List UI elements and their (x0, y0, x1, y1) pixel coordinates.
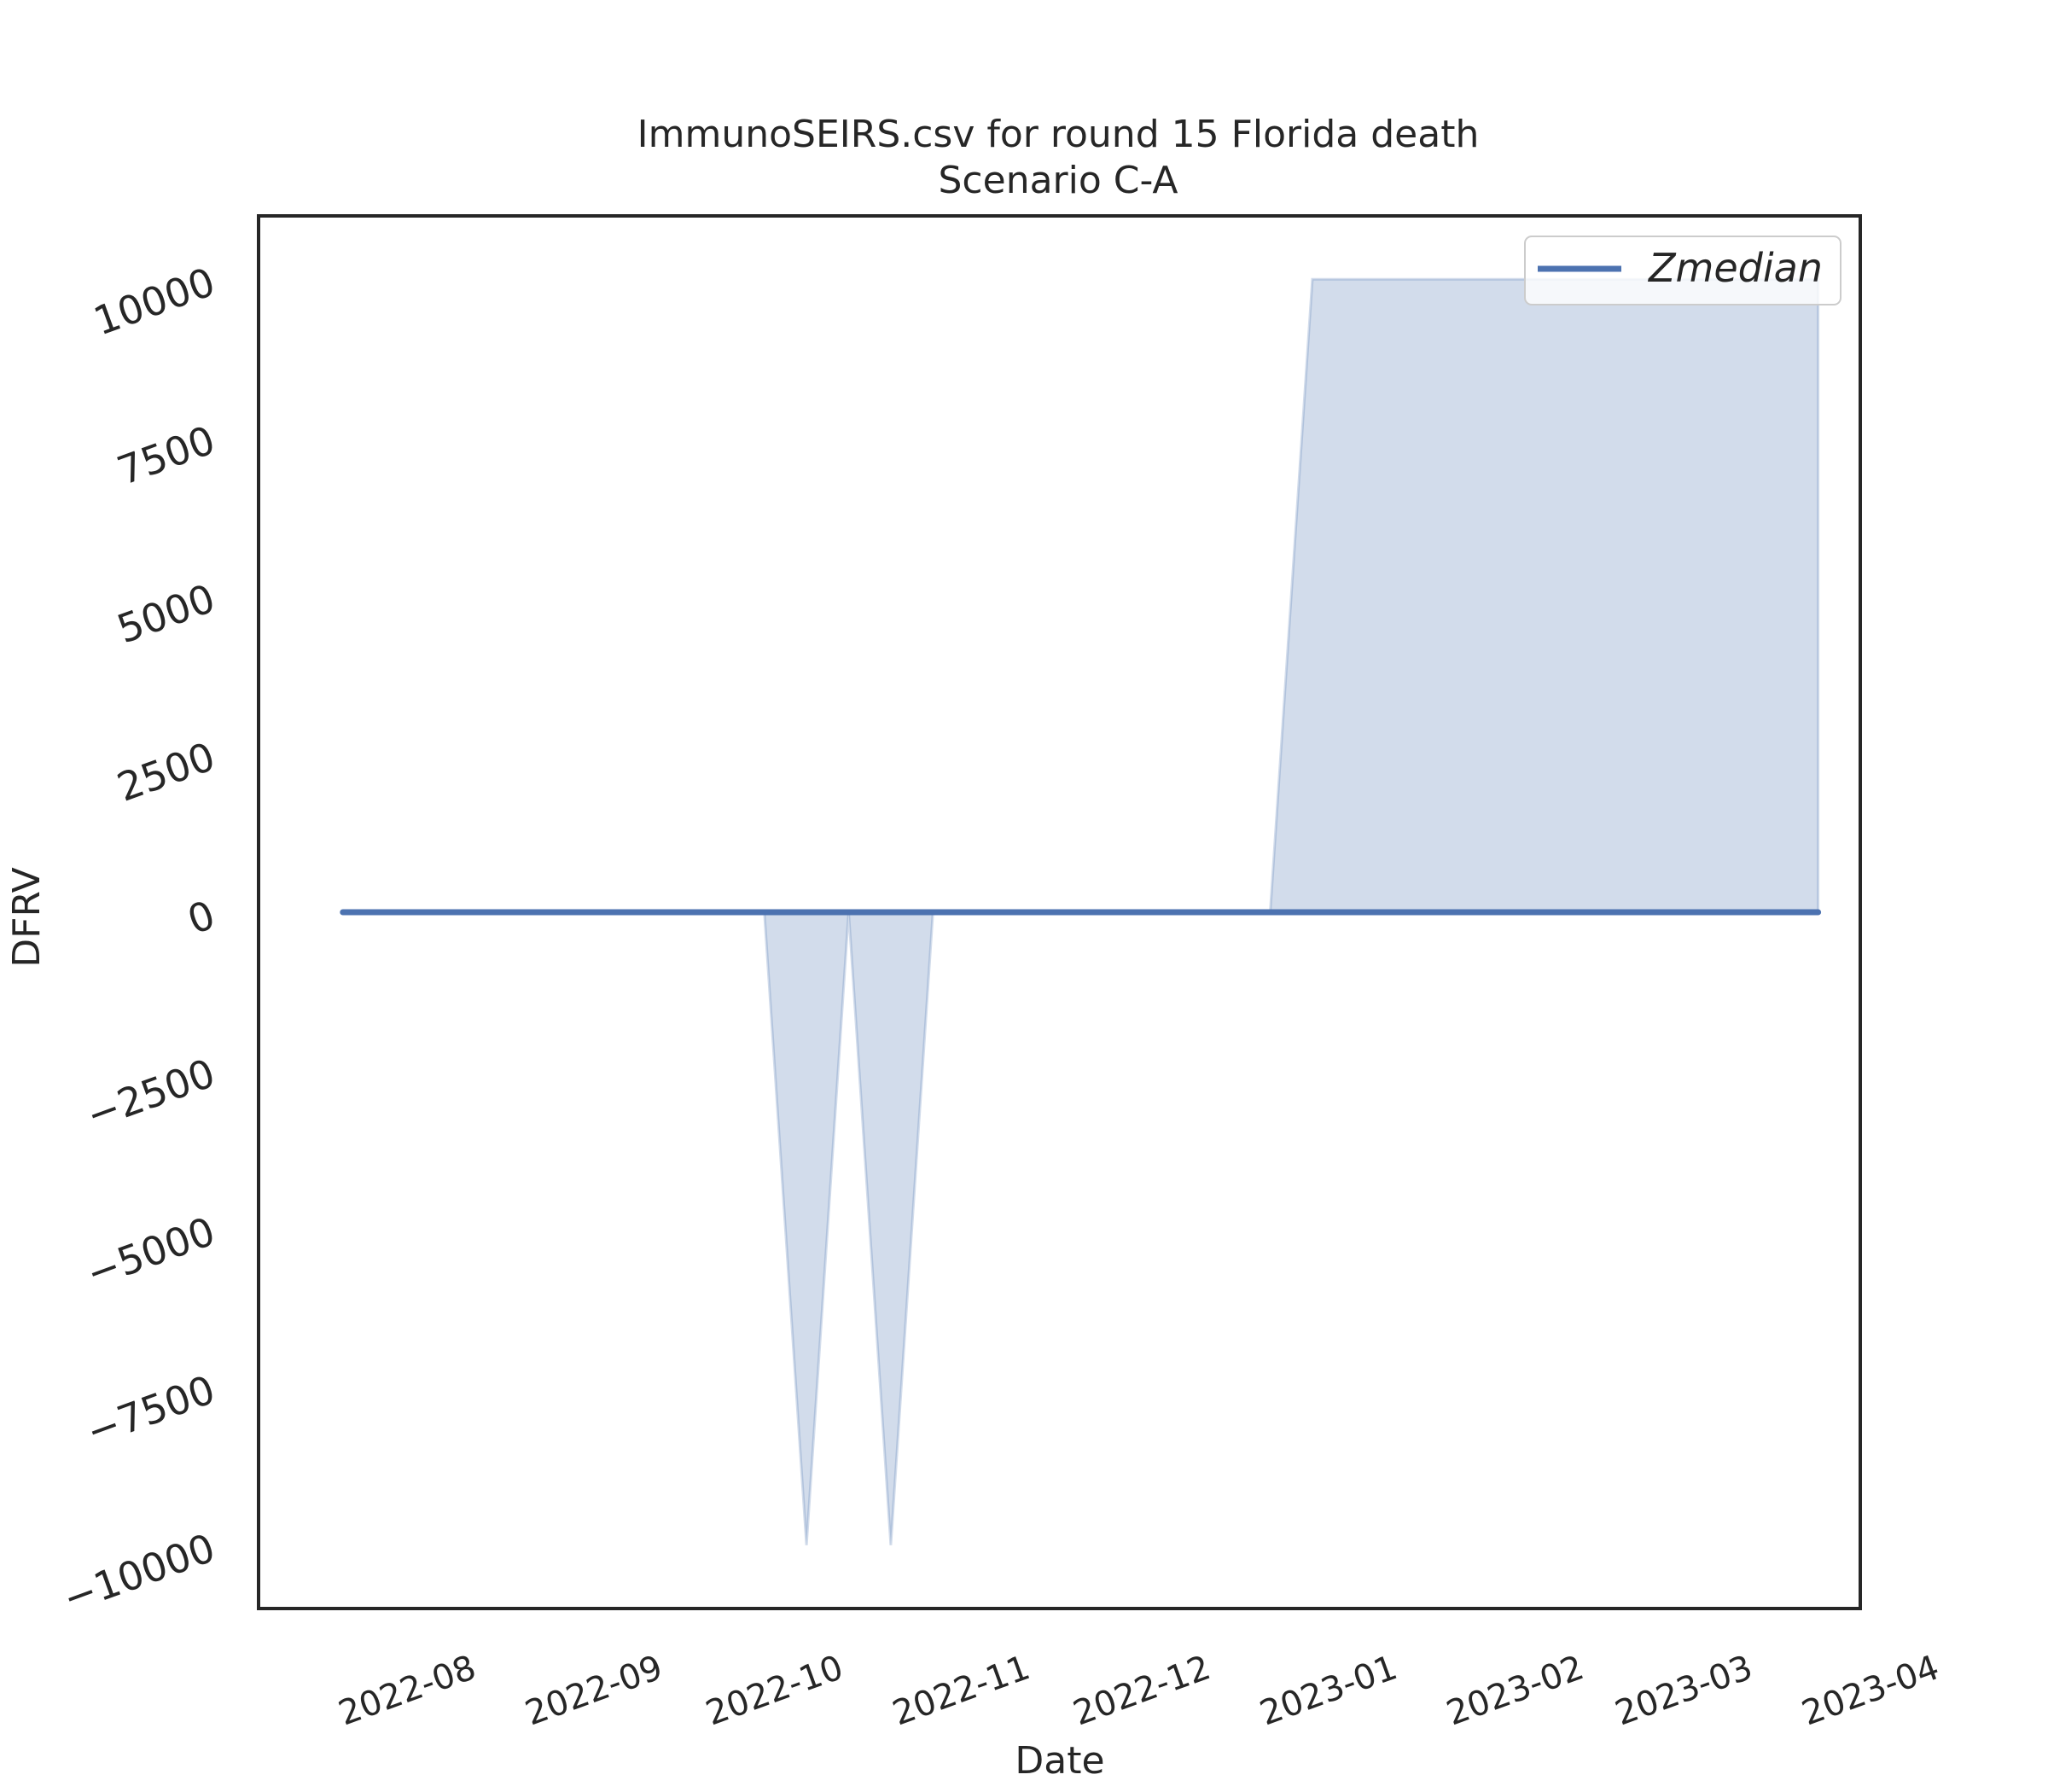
legend-box (1524, 236, 1841, 305)
legend: Zmedian (1524, 236, 1841, 305)
chart-title: ImmunoSEIRS.csv for round 15 Florida dea… (637, 113, 1480, 156)
chart-subtitle: Scenario C-A (939, 159, 1178, 202)
x-axis-label: Date (1015, 1739, 1104, 1783)
legend-entry: Zmedian (1647, 245, 1823, 291)
y-axis-label: DFRV (5, 867, 49, 967)
plot-frame (257, 214, 1862, 1610)
